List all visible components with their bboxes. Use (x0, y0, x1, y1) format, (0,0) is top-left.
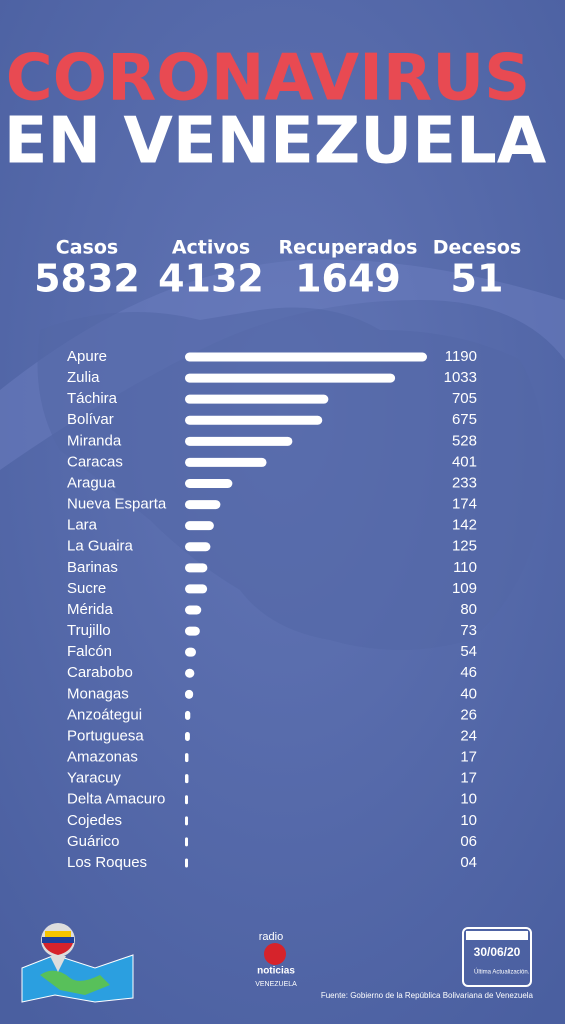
row-label: Monagas (67, 685, 129, 702)
value-label: 46 (460, 664, 477, 681)
value-label: 54 (460, 643, 477, 660)
value-label: 04 (460, 854, 477, 871)
row-label: Trujillo (67, 622, 111, 639)
bar (185, 605, 202, 615)
row-label: Táchira (67, 390, 118, 407)
stat-label: Casos (56, 237, 118, 259)
value-label: 26 (460, 706, 477, 723)
bar (185, 394, 329, 404)
row-label: Anzoátegui (67, 706, 142, 723)
row-label: Aragua (67, 474, 116, 491)
bar (185, 710, 191, 720)
value-label: 17 (460, 749, 477, 766)
bar (185, 436, 293, 446)
value-label: 10 (460, 791, 477, 808)
row-label: Yaracuy (67, 770, 121, 787)
row-label: La Guaira (67, 538, 134, 555)
stat-value: 5832 (34, 257, 140, 301)
value-label: 401 (452, 453, 477, 470)
row-label: Guárico (67, 833, 120, 850)
bar (185, 352, 427, 362)
bar (185, 689, 194, 699)
bar (185, 753, 189, 763)
row-label: Cojedes (67, 812, 122, 829)
row-label: Apure (67, 348, 107, 365)
bar (185, 668, 195, 678)
value-label: 17 (460, 770, 477, 787)
row-label: Carabobo (67, 664, 133, 681)
value-label: 675 (452, 411, 477, 428)
map-icon (21, 923, 134, 1003)
logo-text: radio (259, 931, 283, 943)
bar (185, 479, 233, 488)
value-label: 1190 (445, 348, 477, 365)
bar (185, 500, 221, 510)
stat-value: 51 (451, 257, 504, 301)
bar (185, 521, 214, 531)
row-label: Bolívar (67, 411, 114, 428)
date-badge: 30/06/20 Última Actualización. (462, 927, 532, 987)
bar (185, 837, 188, 847)
source: Fuente: Gobierno de la República Bolivar… (321, 991, 534, 1000)
value-label: 80 (460, 601, 477, 618)
bar (185, 563, 208, 573)
value-label: 24 (460, 727, 477, 744)
map-silhouette (37, 307, 545, 650)
bar (185, 774, 189, 784)
logo-text: VENEZUELA (255, 981, 297, 988)
bar (185, 415, 323, 425)
date-caption: Última Actualización. (474, 969, 530, 976)
bar (185, 795, 188, 805)
row-label: Portuguesa (67, 727, 144, 744)
bar (185, 858, 188, 868)
radio-logo: radio noticias VENEZUELA (255, 931, 297, 988)
value-label: 233 (452, 474, 477, 491)
value-label: 142 (452, 517, 477, 534)
bar-chart: Apure 1190 Zulia 1033 Táchira 705 Bolívar 675 Mi… (67, 348, 477, 871)
bar (185, 732, 190, 741)
bar (185, 373, 396, 383)
value-label: 705 (452, 390, 477, 407)
stat-value: 4132 (158, 257, 264, 301)
value-label: 125 (452, 538, 477, 555)
row-label: Los Roques (67, 854, 147, 871)
bar (185, 457, 267, 467)
row-label: Mérida (67, 601, 114, 618)
stat-label: Recuperados (279, 237, 418, 259)
bar (185, 542, 211, 552)
value-label: 40 (460, 685, 477, 702)
value-label: 1033 (444, 369, 477, 386)
row-label: Caracas (67, 453, 123, 470)
row-label: Sucre (67, 580, 106, 597)
value-label: 174 (452, 496, 477, 513)
row-label: Delta Amacuro (67, 791, 165, 808)
date: 30/06/20 (474, 945, 521, 959)
stat-label: Decesos (433, 237, 521, 259)
bar (185, 647, 196, 657)
row-label: Amazonas (67, 749, 138, 766)
logo-text: noticias (257, 966, 295, 977)
title-line-1: CORONAVIRUS (6, 42, 531, 116)
stat-label: Activos (172, 237, 250, 259)
value-label: 73 (460, 622, 477, 639)
bar (185, 816, 188, 826)
row-label: Miranda (67, 432, 122, 449)
bar (185, 584, 208, 594)
row-label: Zulia (67, 369, 100, 386)
value-label: 06 (460, 833, 477, 850)
row-label: Barinas (67, 559, 118, 576)
bar (185, 626, 200, 636)
row-label: Nueva Esparta (67, 496, 167, 513)
value-label: 109 (452, 580, 477, 597)
value-label: 528 (452, 432, 477, 449)
title-line-2: EN VENEZUELA (4, 105, 547, 179)
stat-value: 1649 (295, 257, 401, 301)
row-label: Falcón (67, 643, 112, 660)
value-label: 110 (453, 559, 477, 576)
row-label: Lara (67, 517, 98, 534)
value-label: 10 (460, 812, 477, 829)
